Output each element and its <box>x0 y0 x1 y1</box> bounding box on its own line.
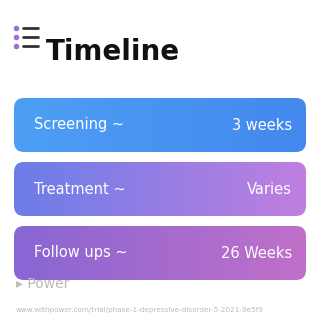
Text: 26 Weeks: 26 Weeks <box>221 246 292 261</box>
Text: Timeline: Timeline <box>46 38 180 66</box>
Text: Follow ups ~: Follow ups ~ <box>34 246 128 261</box>
FancyBboxPatch shape <box>14 162 306 216</box>
Text: 3 weeks: 3 weeks <box>232 117 292 132</box>
Text: ▸ Power: ▸ Power <box>16 277 69 291</box>
FancyBboxPatch shape <box>14 98 306 152</box>
Text: Varies: Varies <box>247 181 292 197</box>
Text: Screening ~: Screening ~ <box>34 117 124 132</box>
Text: Treatment ~: Treatment ~ <box>34 181 126 197</box>
Text: www.withpower.com/trial/phase-1-depressive-disorder-5-2021-9e5f9: www.withpower.com/trial/phase-1-depressi… <box>16 307 264 313</box>
FancyBboxPatch shape <box>14 226 306 280</box>
